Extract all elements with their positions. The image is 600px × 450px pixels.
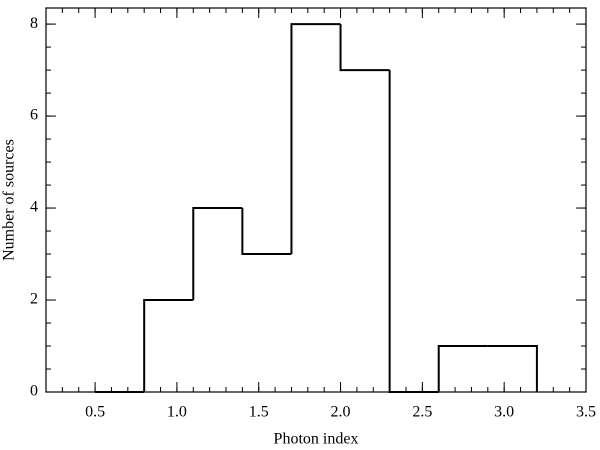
y-tick-label: 2 xyxy=(30,291,38,308)
histogram-bin xyxy=(290,23,341,255)
y-tick-label: 4 xyxy=(30,199,38,216)
histogram-bin xyxy=(143,299,194,392)
x-tick-label: 3.0 xyxy=(494,404,514,421)
y-tick-label: 6 xyxy=(30,107,38,124)
y-tick-label: 0 xyxy=(30,383,38,400)
y-axis-label: Number of sources xyxy=(1,139,18,261)
x-tick-label: 1.0 xyxy=(167,404,187,421)
plot-frame xyxy=(45,7,587,393)
histogram-bin xyxy=(388,70,439,393)
x-tick-label: 2.5 xyxy=(412,404,432,421)
histogram-bin xyxy=(241,208,292,256)
x-tick-label: 0.5 xyxy=(85,404,105,421)
x-tick-label: 3.5 xyxy=(576,404,596,421)
y-tick-label: 8 xyxy=(30,15,38,32)
x-tick-label: 2.0 xyxy=(331,404,351,421)
histogram-bin xyxy=(339,24,390,72)
x-axis-label: Photon index xyxy=(274,431,359,448)
x-tick-label: 1.5 xyxy=(249,404,269,421)
histogram-bin xyxy=(487,345,538,392)
histogram-bin xyxy=(437,345,488,392)
histogram-bin xyxy=(192,207,243,301)
